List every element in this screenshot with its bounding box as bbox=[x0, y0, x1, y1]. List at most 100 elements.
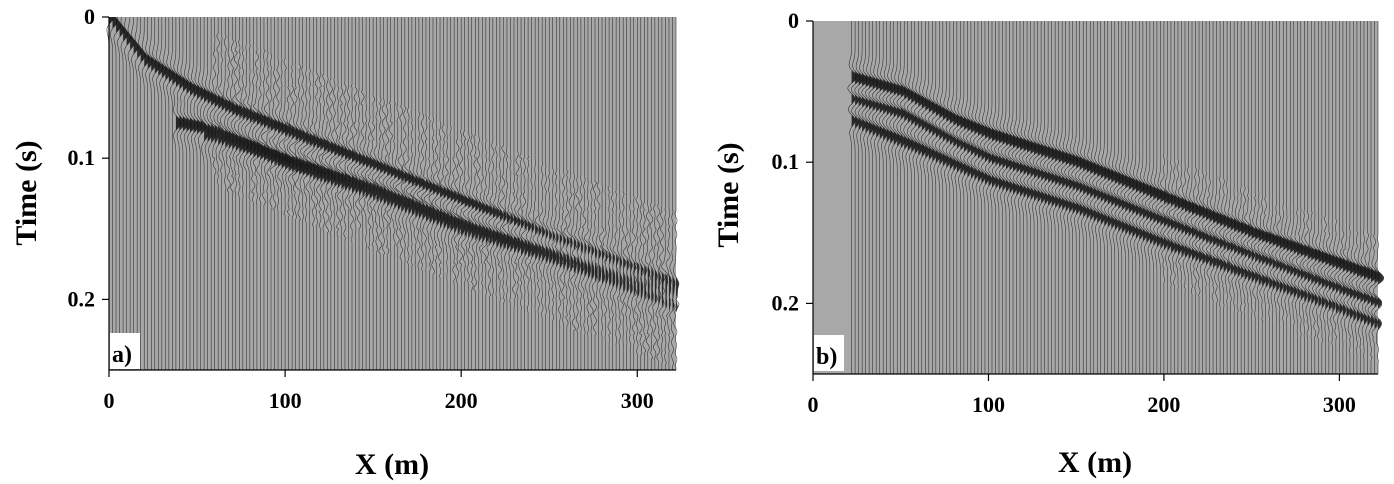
trace-wiggle bbox=[1071, 21, 1082, 374]
trace-wiggle bbox=[1236, 21, 1247, 374]
trace-wiggle bbox=[131, 16, 139, 370]
trace-wiggle bbox=[248, 17, 261, 370]
trace-fill bbox=[1279, 21, 1286, 374]
trace-fill bbox=[1339, 21, 1345, 374]
trace-fill bbox=[1170, 21, 1177, 374]
trace-wiggle bbox=[223, 17, 235, 370]
trace-wiggle bbox=[392, 17, 403, 370]
trace-wiggle bbox=[318, 17, 331, 370]
trace-wiggle bbox=[1288, 21, 1301, 374]
trace-wiggle bbox=[1306, 21, 1318, 374]
trace-wiggle bbox=[1204, 21, 1215, 374]
trace-wiggle bbox=[1043, 21, 1054, 374]
trace-wiggle bbox=[1313, 21, 1325, 374]
axes-b: 0 0.1 0.2 0 100 200 300 bbox=[772, 8, 1378, 417]
trace-fill bbox=[1107, 21, 1114, 374]
trace-fill bbox=[232, 17, 238, 370]
trace-wiggle bbox=[885, 21, 896, 374]
trace-wiggle bbox=[1117, 21, 1128, 374]
trace-wiggle bbox=[1327, 21, 1339, 374]
trace-wiggle bbox=[350, 17, 362, 370]
trace-fill bbox=[440, 17, 445, 370]
trace-wiggle bbox=[983, 21, 995, 374]
traces-b bbox=[847, 21, 1385, 374]
trace-wiggle bbox=[1358, 21, 1370, 374]
trace-wiggle bbox=[1198, 21, 1208, 374]
trace-fill bbox=[676, 17, 679, 370]
trace-wiggle bbox=[641, 17, 648, 370]
trace-fill bbox=[387, 17, 392, 370]
x-tick-label: 200 bbox=[1147, 392, 1180, 417]
trace-fill bbox=[1269, 21, 1275, 374]
trace-wiggle bbox=[403, 17, 413, 370]
trace-wiggle bbox=[333, 17, 345, 370]
trace-wiggle bbox=[241, 17, 253, 370]
trace-wiggle bbox=[1215, 21, 1226, 374]
trace-fill bbox=[454, 17, 459, 370]
trace-fill bbox=[658, 17, 661, 370]
trace-fill bbox=[661, 17, 665, 370]
trace-wiggle bbox=[197, 17, 207, 370]
trace-wiggle bbox=[994, 21, 1005, 374]
trace-fill bbox=[637, 17, 640, 370]
trace-wiggle bbox=[556, 17, 565, 370]
trace-fill bbox=[1321, 21, 1328, 374]
trace-fill bbox=[373, 17, 378, 370]
trace-wiggle bbox=[658, 17, 666, 370]
trace-wiggle bbox=[452, 17, 463, 370]
trace-wiggle bbox=[875, 21, 886, 374]
trace-wiggle bbox=[311, 17, 324, 370]
trace-fill bbox=[193, 17, 199, 370]
trace-wiggle bbox=[507, 17, 516, 370]
trace-wiggle bbox=[892, 21, 903, 374]
trace-wiggle bbox=[510, 17, 519, 370]
trace-wiggle bbox=[566, 17, 575, 370]
trace-wiggle bbox=[1180, 21, 1191, 374]
trace-wiggle bbox=[1279, 21, 1289, 374]
trace-wiggle bbox=[952, 21, 963, 374]
y-axis-label-b: Time (s) bbox=[712, 142, 745, 247]
trace-wiggle bbox=[339, 17, 351, 370]
trace-wiggle bbox=[1001, 21, 1012, 374]
trace-wiggle bbox=[609, 17, 616, 370]
trace-wiggle bbox=[990, 21, 1002, 374]
trace-wiggle bbox=[478, 17, 489, 370]
trace-wiggle bbox=[528, 17, 537, 370]
trace-wiggle bbox=[315, 17, 328, 370]
trace-wiggle bbox=[917, 21, 928, 374]
trace-wiggle bbox=[546, 17, 553, 370]
trace-wiggle bbox=[227, 17, 239, 370]
trace-wiggle bbox=[598, 17, 606, 370]
plot-area-b bbox=[813, 21, 1378, 374]
trace-wiggle bbox=[117, 16, 125, 370]
trace-wiggle bbox=[931, 21, 942, 374]
trace-wiggle bbox=[485, 17, 494, 370]
trace-fill bbox=[186, 17, 192, 370]
trace-fill bbox=[879, 21, 885, 374]
trace-fill bbox=[1100, 21, 1107, 374]
trace-wiggle bbox=[502, 17, 512, 370]
trace-wiggle bbox=[1309, 21, 1321, 374]
trace-wiggle bbox=[956, 21, 966, 374]
trace-wiggle bbox=[1050, 21, 1061, 374]
trace-wiggle bbox=[1057, 21, 1068, 374]
trace-wiggle bbox=[405, 17, 418, 370]
trace-wiggle bbox=[344, 17, 355, 370]
trace-wiggle bbox=[928, 21, 938, 374]
trace-fill bbox=[1167, 21, 1173, 374]
trace-wiggle bbox=[1008, 21, 1019, 374]
trace-wiggle bbox=[588, 17, 595, 370]
trace-wiggle bbox=[559, 17, 568, 370]
panel-tag-box-b bbox=[814, 335, 844, 371]
trace-wiggle bbox=[1187, 21, 1198, 374]
trace-wiggle bbox=[550, 17, 557, 370]
trace-wiggle bbox=[980, 21, 991, 374]
trace-wiggle bbox=[645, 17, 651, 370]
trace-wiggle bbox=[193, 17, 203, 370]
x-tick-label: 0 bbox=[808, 392, 819, 417]
trace-fill bbox=[1037, 21, 1043, 374]
trace-wiggle bbox=[1184, 21, 1195, 374]
trace-wiggle bbox=[896, 21, 907, 374]
trace-wiggle bbox=[1302, 21, 1314, 374]
trace-fill bbox=[1041, 21, 1047, 374]
